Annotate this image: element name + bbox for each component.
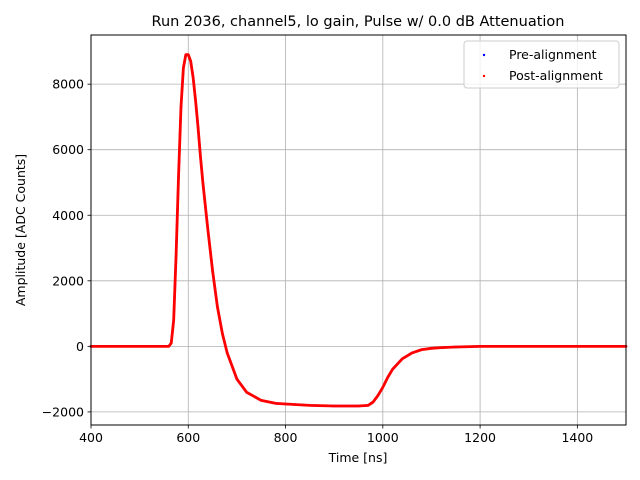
data-point-post-alignment: [274, 402, 277, 405]
data-point-post-alignment: [410, 351, 414, 354]
data-point-post-alignment: [167, 345, 170, 348]
data-point-post-alignment: [192, 76, 195, 79]
data-point-post-alignment: [187, 53, 190, 56]
x-tick-label: 1000: [367, 430, 399, 445]
data-point-post-alignment: [454, 345, 457, 349]
x-tick-label: 800: [274, 430, 298, 445]
data-point-post-alignment: [420, 348, 423, 351]
data-point-post-alignment: [527, 345, 530, 348]
data-point-post-alignment: [401, 357, 404, 360]
data-point-post-alignment: [430, 347, 433, 350]
data-point-post-alignment: [172, 319, 175, 322]
x-tick-label: 1400: [561, 430, 593, 445]
data-point-post-alignment: [138, 345, 141, 348]
data-point-post-alignment: [371, 400, 375, 404]
data-point-post-alignment: [478, 345, 482, 348]
data-point-post-alignment: [194, 99, 197, 102]
data-point-post-alignment: [211, 269, 214, 273]
x-tick-label: 400: [79, 430, 103, 445]
grid-layer: [90, 35, 626, 425]
data-point-post-alignment: [179, 106, 183, 109]
data-point-post-alignment: [221, 332, 224, 335]
legend-label-pre-alignment: Pre-alignment: [509, 47, 597, 62]
data-point-post-alignment: [308, 404, 311, 407]
tick-layer: 400 600 800 1000 1200 1400 −2000 0 2000 4000 6000 8…: [42, 77, 594, 445]
series-post-alignment: [89, 53, 628, 408]
data-point-post-alignment: [182, 66, 185, 69]
x-axis-label: Time [ns]: [328, 450, 388, 465]
y-axis-label: Amplitude [ADC Counts]: [13, 154, 28, 306]
data-point-post-alignment: [175, 253, 178, 256]
plot-frame: [90, 34, 627, 426]
y-tick-label: 6000: [52, 142, 84, 157]
data-point-post-alignment: [226, 351, 229, 354]
x-tick-label: 600: [176, 430, 200, 445]
y-tick-label: −2000: [42, 404, 84, 419]
data-point-post-alignment: [245, 391, 248, 394]
y-tick-label: 4000: [52, 208, 84, 223]
data-point-post-alignment: [576, 345, 579, 348]
data-point-post-alignment: [235, 378, 239, 381]
data-point-post-alignment: [284, 402, 287, 406]
data-point-post-alignment: [440, 346, 443, 349]
legend-marker-pre-alignment: [482, 53, 486, 57]
series-layer: [89, 53, 628, 408]
data-point-post-alignment: [333, 404, 336, 408]
series-trace-post-alignment: [89, 53, 628, 408]
data-point-post-alignment: [184, 53, 187, 56]
data-point-post-alignment: [216, 305, 219, 309]
legend-marker-post-alignment: [482, 74, 486, 78]
data-point-post-alignment: [357, 404, 360, 408]
data-point-post-alignment: [367, 404, 370, 407]
chart-title: Run 2036, channel5, lo gain, Pulse w/ 0.…: [152, 14, 565, 30]
legend-box: [463, 40, 620, 89]
x-tick-label: 1200: [464, 430, 496, 445]
data-point-post-alignment: [189, 60, 192, 63]
data-point-post-alignment: [201, 181, 204, 184]
data-point-post-alignment: [177, 174, 180, 178]
data-point-post-alignment: [206, 227, 209, 230]
data-point-post-alignment: [381, 386, 384, 389]
y-tick-label: 8000: [52, 77, 84, 92]
legend: Pre-alignment Post-alignment: [463, 40, 620, 89]
data-point-post-alignment: [376, 394, 380, 397]
data-point-post-alignment: [386, 376, 389, 379]
legend-label-post-alignment: Post-alignment: [509, 68, 603, 83]
data-point-post-alignment: [170, 341, 173, 345]
y-tick-label: 0: [76, 339, 84, 354]
data-point-post-alignment: [199, 155, 202, 158]
y-tick-label: 2000: [52, 273, 84, 288]
data-point-post-alignment: [196, 125, 200, 128]
data-point-post-alignment: [260, 399, 263, 402]
data-point-post-alignment: [391, 368, 394, 371]
